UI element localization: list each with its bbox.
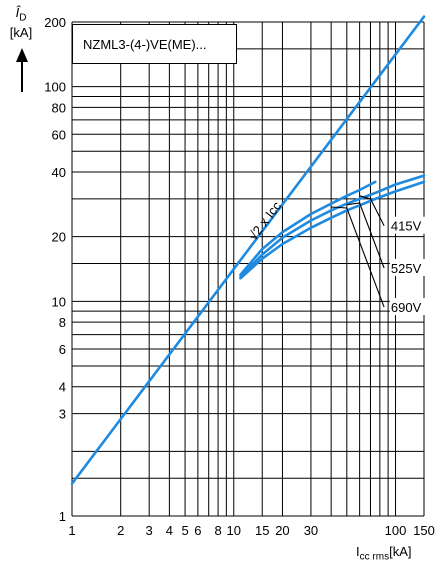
y-tick-label: 6	[59, 342, 66, 357]
y-tick-label: 1	[59, 509, 66, 524]
y-tick-label: 10	[52, 294, 66, 309]
annotation-415v: 415V	[391, 219, 422, 234]
y-tick-label: 8	[59, 315, 66, 330]
leader-line-525v	[346, 202, 385, 269]
x-tick-label: 1	[68, 523, 75, 538]
grid-lines	[71, 21, 425, 517]
tick-labels: 1 2 3 4 5 6 8 10 15 20 30 100 1501346810204060801002…	[44, 15, 435, 538]
y-tick-label: 20	[52, 230, 66, 245]
series-line-690v	[239, 180, 426, 280]
y-tick-label: 60	[52, 127, 66, 142]
y-axis-arrow-icon	[16, 48, 28, 92]
x-tick-label: 10	[227, 523, 241, 538]
x-axis-subscript: cc rms	[359, 551, 390, 563]
x-axis-symbol: I	[356, 544, 360, 559]
x-tick-label: 15	[255, 523, 269, 538]
y-axis-unit: [kA]	[9, 24, 33, 40]
y-tick-label: 100	[44, 80, 66, 95]
y-axis-symbol: Î	[15, 5, 20, 20]
x-tick-label: 6	[194, 523, 201, 538]
annotation-525v: 525V	[391, 261, 422, 276]
x-axis-label: Icc rms[kA]	[356, 545, 411, 565]
y-tick-label: 40	[52, 165, 66, 180]
label-bg-690v	[389, 298, 426, 316]
x-tick-label: 3	[146, 523, 153, 538]
x-tick-label: 150	[413, 523, 435, 538]
series-line-415v	[239, 180, 377, 276]
x-tick-label: 5	[181, 523, 188, 538]
y-tick-label: 3	[59, 407, 66, 422]
x-tick-label: 30	[304, 523, 318, 538]
x-tick-label: 100	[385, 523, 407, 538]
x-tick-label: 20	[275, 523, 289, 538]
leader-line-415v	[359, 195, 385, 226]
x-tick-label: 4	[166, 523, 173, 538]
y-axis-label: ÎD [kA]	[4, 6, 38, 40]
y-tick-label: 80	[52, 100, 66, 115]
y-axis-subscript: D	[19, 12, 27, 24]
x-axis-unit: [kA]	[389, 544, 412, 559]
x-tick-label: 8	[214, 523, 221, 538]
y-tick-label: 4	[59, 380, 66, 395]
y-tick-label: 200	[44, 15, 66, 30]
annotation-690v: 690V	[391, 300, 422, 315]
label-bg-525v	[389, 258, 426, 276]
annotations: 415V 525V 690V	[331, 195, 426, 316]
leader-line-690v	[331, 206, 385, 308]
series-line-2-x-icc	[70, 15, 426, 485]
chart-box-label: NZML3-(4-)VE(ME)...	[72, 24, 237, 64]
label-bg-415v	[389, 216, 426, 234]
x-tick-label: 2	[117, 523, 124, 538]
